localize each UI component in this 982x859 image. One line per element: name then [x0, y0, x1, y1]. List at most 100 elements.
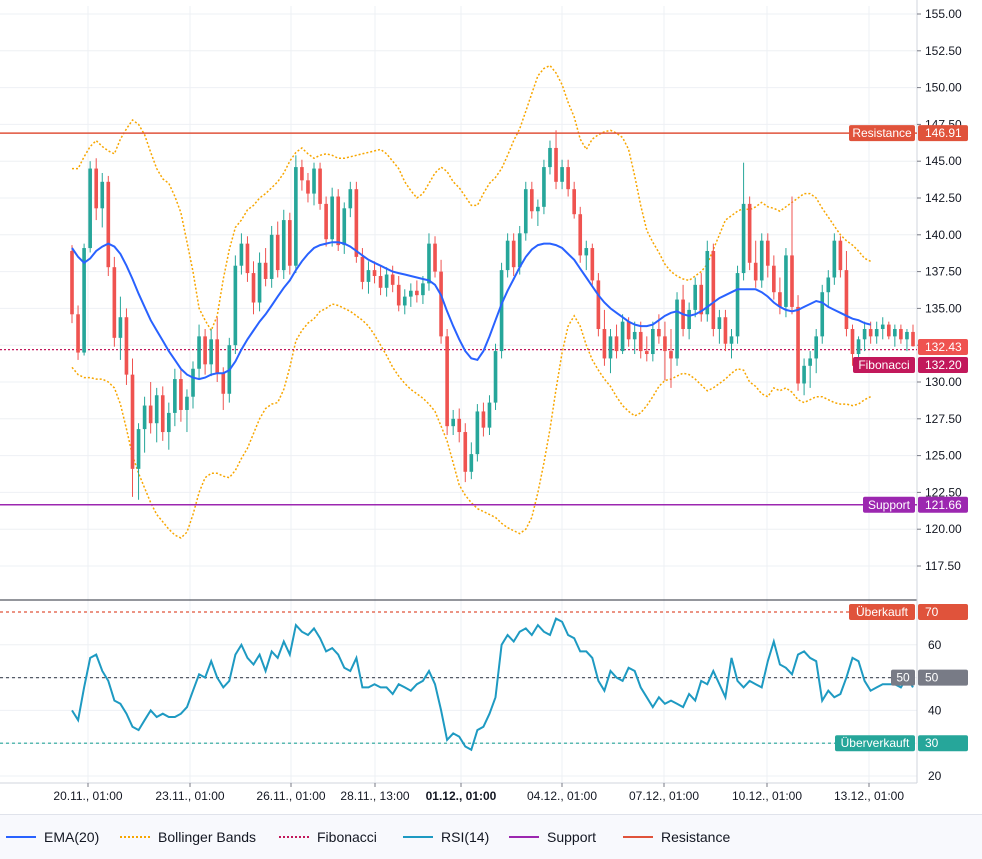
candle — [475, 404, 480, 462]
candle-body — [499, 270, 504, 352]
candle-body — [197, 336, 201, 369]
rsi-line — [71, 617, 914, 752]
candle — [154, 387, 159, 443]
candle-body — [94, 168, 99, 209]
candle — [862, 321, 867, 352]
candle — [457, 408, 462, 443]
y-tick-label: 145.00 — [925, 154, 962, 168]
candle-body — [651, 329, 655, 355]
candle-body — [173, 379, 177, 413]
candle — [378, 265, 383, 296]
candle — [741, 162, 746, 281]
candle — [911, 324, 915, 347]
x-tick-label: 28.11., 13:00 — [340, 789, 409, 803]
candle — [729, 329, 734, 359]
candle — [336, 189, 341, 251]
legend-item-bollinger[interactable]: Bollinger Bands — [120, 829, 256, 845]
candle — [136, 423, 141, 500]
legend-item-support[interactable]: Support — [509, 829, 596, 845]
candle — [100, 172, 105, 228]
candle-body — [862, 329, 867, 340]
candle — [221, 367, 226, 410]
candle — [342, 202, 347, 254]
candle-body — [566, 167, 570, 190]
candle-body — [772, 265, 776, 293]
candle — [614, 324, 619, 359]
legend-item-rsi[interactable]: RSI(14) — [403, 829, 489, 845]
legend-item-ema[interactable]: EMA(20) — [6, 829, 99, 845]
candle — [348, 181, 353, 218]
candle — [433, 236, 437, 278]
candle-body — [638, 331, 643, 352]
level-tag-label: Überkauft — [856, 605, 909, 619]
legend-item-resistance[interactable]: Resistance — [623, 829, 730, 845]
candle — [699, 273, 704, 322]
candle — [808, 351, 812, 388]
candle — [554, 130, 558, 190]
candle-body — [530, 189, 534, 212]
level-tag: Überkauft 70 — [849, 604, 968, 620]
candle-body — [632, 331, 637, 340]
level-tag-value-bg — [918, 357, 968, 373]
candle — [191, 361, 195, 409]
candle — [215, 317, 220, 382]
candle-body — [281, 220, 286, 271]
candle-body — [753, 262, 758, 281]
candle — [148, 382, 153, 434]
candle — [160, 386, 165, 441]
candle-body — [124, 317, 129, 375]
candle — [396, 276, 401, 312]
candle — [142, 396, 147, 453]
candle-body — [251, 273, 256, 303]
candle — [705, 240, 710, 322]
candle-body — [457, 418, 462, 433]
candle — [723, 309, 728, 352]
legend-swatch-resistance — [623, 836, 653, 838]
candle-body — [82, 248, 86, 353]
candle-body — [542, 167, 546, 207]
candle — [469, 442, 474, 480]
candle-body — [735, 273, 740, 337]
legend-item-fibonacci[interactable]: Fibonacci — [279, 829, 377, 845]
candle-body — [390, 274, 395, 285]
candle — [735, 265, 740, 344]
candle — [542, 159, 546, 215]
candle — [257, 252, 262, 312]
candle-body — [759, 240, 764, 281]
candle-body — [336, 196, 341, 246]
candle — [88, 161, 92, 253]
candle-body — [257, 262, 262, 303]
candle-body — [348, 189, 353, 209]
y-tick-label: 135.00 — [925, 301, 962, 315]
candle — [578, 206, 583, 263]
candle — [402, 289, 407, 315]
candle — [644, 336, 649, 362]
candle — [632, 321, 637, 355]
candle-body — [838, 240, 843, 271]
candle-body — [372, 270, 377, 277]
candle — [880, 317, 885, 340]
candle-body — [620, 321, 625, 352]
candle-body — [536, 206, 540, 212]
x-tick-label: 01.12., 01:00 — [426, 789, 497, 803]
candle — [70, 245, 74, 324]
candle — [300, 159, 304, 191]
candle — [608, 329, 613, 374]
y-tick-label: 150.00 — [925, 81, 962, 95]
candle-body — [596, 280, 601, 330]
candle-body — [269, 234, 274, 279]
candle-body — [802, 365, 806, 384]
level-tag-value: 70 — [925, 605, 939, 619]
candle — [318, 162, 322, 210]
candle-body — [233, 265, 238, 346]
candle-body — [396, 284, 401, 306]
candle-body — [245, 243, 250, 274]
candle-body — [790, 255, 794, 307]
candle-body — [626, 321, 631, 340]
candle-body — [741, 203, 746, 274]
candle — [185, 389, 189, 433]
candle-body — [747, 203, 752, 263]
candle — [675, 292, 679, 366]
candle-body — [814, 336, 819, 359]
chart-canvas[interactable]: 155.00152.50150.00147.50145.00142.50140.… — [0, 0, 982, 814]
